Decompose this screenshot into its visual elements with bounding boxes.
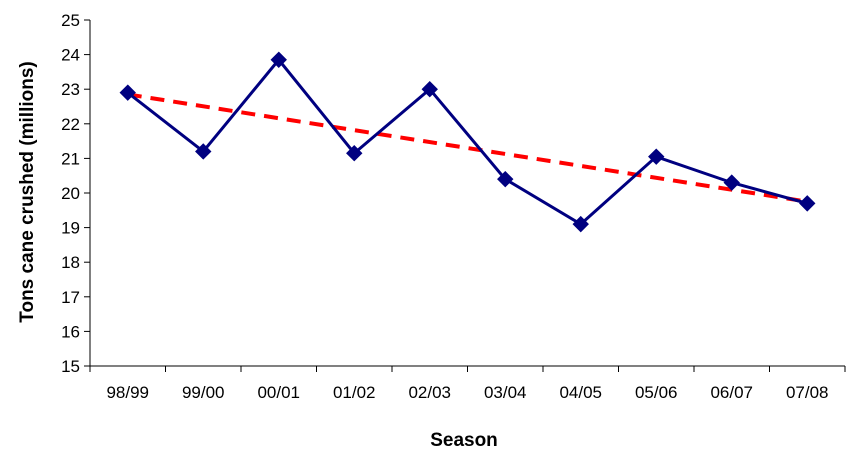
data-point [572,215,589,233]
x-tick-label: 06/07 [710,383,753,402]
series-line [126,57,808,226]
data-point [799,195,816,212]
x-tick-label: 00/01 [257,383,300,402]
series-layer [119,51,816,233]
y-tick-label: 25 [61,11,80,30]
data-point [648,148,665,165]
x-tick-label: 02/03 [408,383,451,402]
y-axis-ticks: 15 16 17 18 19 20 21 22 23 24 25 [61,11,90,376]
trend-line [127,92,808,204]
y-tick-label: 18 [61,253,80,272]
trend-line-layer [127,92,808,204]
y-tick-label: 24 [61,46,80,65]
data-point [421,80,438,98]
y-tick-label: 20 [61,184,80,203]
x-axis-title: Season [430,430,498,451]
x-tick-label: 05/06 [635,383,678,402]
data-point [723,174,740,191]
y-tick-label: 21 [61,149,80,168]
y-tick-label: 23 [61,80,80,99]
y-tick-label: 19 [61,219,80,238]
plot-area [89,20,845,367]
data-point [119,84,136,101]
x-tick-label: 07/08 [786,383,829,402]
y-tick-label: 17 [61,288,80,307]
x-tick-label: 03/04 [484,383,527,402]
x-tick-label: 01/02 [333,383,376,402]
data-point [497,170,514,188]
data-point [270,51,287,68]
x-axis-ticks: 98/99 99/00 00/01 01/02 02/03 03/04 04/05 05/06… [89,366,846,402]
x-tick-label: 04/05 [559,383,602,402]
data-point [346,145,363,162]
y-tick-label: 16 [61,322,80,341]
y-axis-title: Tons cane crushed (millions) [17,61,38,322]
data-point [195,143,212,160]
x-tick-label: 98/99 [106,383,149,402]
x-tick-label: 99/00 [182,383,225,402]
y-tick-label: 22 [61,115,80,134]
y-tick-label: 15 [61,357,80,376]
